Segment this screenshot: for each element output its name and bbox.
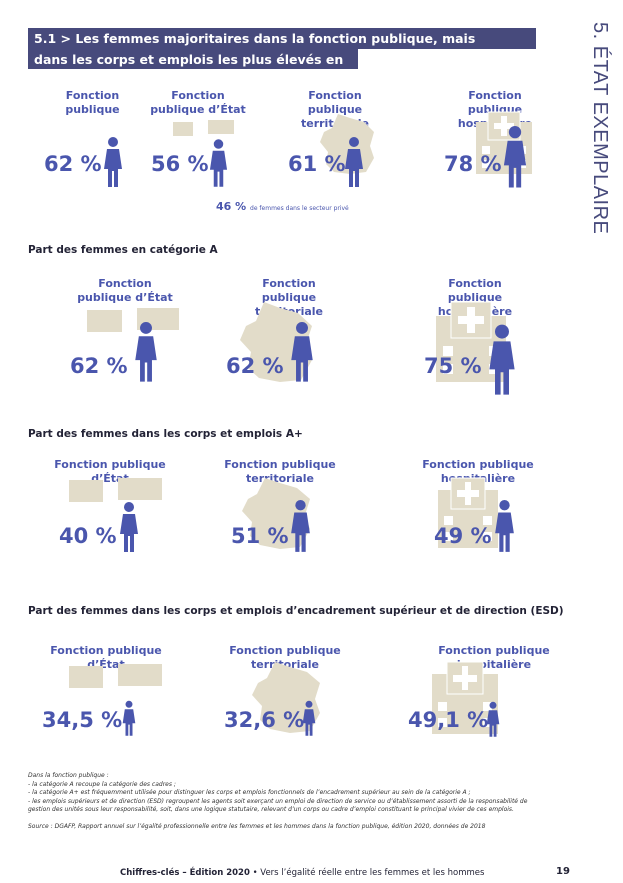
title-line-2: dans les corps et emplois les plus élevé…	[28, 49, 358, 88]
footer-subtitle: Vers l’égalité réelle entre les femmes e…	[260, 868, 485, 878]
s4-value-fpe: 34,5 %	[42, 708, 123, 732]
woman-icon	[503, 126, 527, 188]
state-building-shape	[69, 480, 103, 502]
s1-label-fpe: Fonction publique d’État	[150, 89, 246, 116]
s3-value-fph: 49 %	[434, 524, 492, 548]
france-map-icon	[252, 662, 320, 733]
s3-label-fpt: Fonction publique territoriale	[224, 458, 336, 485]
state-building-shape	[87, 310, 122, 332]
footer-brand: Chiffres-clés – Édition 2020	[120, 868, 250, 878]
woman-icon	[209, 139, 228, 187]
source-note: Source : DGAFP, Rapport annuel sur l’éga…	[28, 823, 486, 830]
section-heading-cat-a: Part des femmes en catégorie A	[28, 244, 218, 256]
s2-value-fph: 75 %	[424, 354, 482, 378]
section-heading-a-plus: Part des femmes dans les corps et emploi…	[28, 428, 303, 440]
s2-value-fpt: 62 %	[226, 354, 284, 378]
s1-value-fpt: 61 %	[288, 152, 346, 176]
footnote-line: - la catégorie A+ est fréquemment utilis…	[28, 789, 471, 796]
state-building-shape	[69, 666, 103, 688]
woman-icon	[345, 137, 363, 187]
hospital-icon	[438, 477, 498, 548]
footnotes: Dans la fonction publique : - la catégor…	[28, 772, 588, 815]
s3-value-fpt: 51 %	[231, 524, 289, 548]
s2-value-fpe: 62 %	[70, 354, 128, 378]
s4-value-fpt: 32,6 %	[224, 708, 305, 732]
footnote-line: - les emplois supérieurs et de direction…	[28, 797, 528, 805]
title-line-1: 5.1 > Les femmes majoritaires dans la fo…	[28, 28, 536, 67]
footnote-line: gestion des unités sous leur responsabil…	[28, 806, 514, 813]
woman-icon	[291, 500, 310, 552]
woman-icon	[104, 137, 122, 187]
state-building-shape	[118, 478, 162, 500]
s4-value-fph: 49,1 %	[408, 708, 489, 732]
france-map-icon	[240, 302, 312, 382]
woman-icon	[120, 502, 138, 552]
s4-label-fph: Fonction publique hospitalière	[438, 644, 550, 671]
s1-label-fp: Fonction publique	[65, 89, 120, 116]
footnote-intro: Dans la fonction publique :	[28, 772, 109, 779]
state-building-shape	[208, 120, 234, 134]
woman-icon	[302, 700, 316, 736]
page-footer: Chiffres-clés – Édition 2020 • Vers l’ég…	[120, 868, 485, 878]
woman-icon	[495, 500, 514, 552]
woman-icon	[489, 324, 515, 395]
page-number: 19	[556, 866, 570, 877]
s2-label-fpe: Fonction publique d’État	[77, 277, 173, 304]
private-sector-note: 46 % de femmes dans le secteur privé	[216, 200, 349, 213]
state-building-shape	[118, 664, 162, 686]
section-heading-esd: Part des femmes dans les corps et emploi…	[28, 605, 564, 617]
s1-value-fpe: 56 %	[151, 152, 209, 176]
s1-value-fph: 78 %	[444, 152, 502, 176]
s4-label-fpt: Fonction publique territoriale	[229, 644, 341, 671]
side-title: 5. ÉTAT EXEMPLAIRE	[589, 22, 611, 235]
s3-value-fpe: 40 %	[59, 524, 117, 548]
state-building-shape	[173, 122, 193, 136]
footnote-line: - la catégorie A recoupe la catégorie de…	[28, 780, 176, 788]
woman-icon	[486, 701, 500, 737]
woman-icon	[122, 700, 136, 736]
s4-label-fpe: Fonction publique d’État	[50, 644, 162, 671]
s1-value-fp: 62 %	[44, 152, 102, 176]
woman-icon	[291, 322, 313, 382]
woman-icon	[135, 322, 157, 382]
